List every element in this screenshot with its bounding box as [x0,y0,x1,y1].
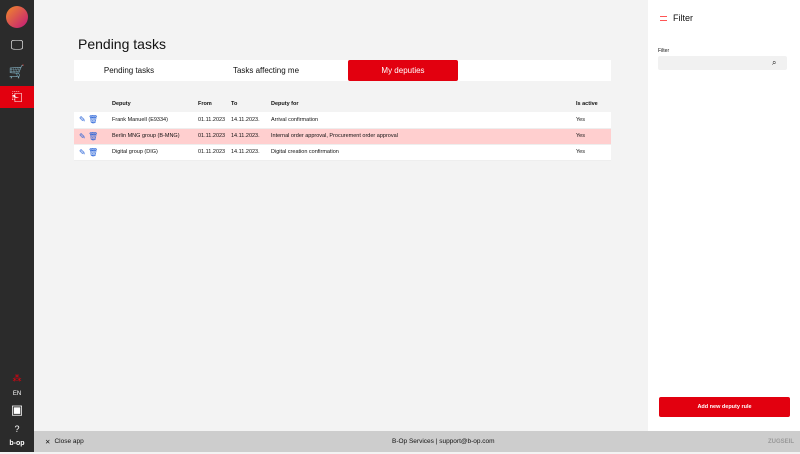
search-icon[interactable]: ⌕ [772,58,777,67]
delete-icon[interactable]: 🗑 [87,147,99,157]
filter-title: Filter [673,13,693,23]
close-icon: ✕ [45,438,51,446]
org-icon[interactable]: ⁂ [12,372,22,383]
table-header: Deputy From To Deputy for Is active [74,96,611,112]
table-row[interactable]: ✎ 🗑 Digital group (DIG) 01.11.2023 14.11… [74,144,611,161]
main-content: Pending tasks Pending tasks Tasks affect… [34,0,648,431]
is-active-cell: Yes [576,112,611,129]
tab-tasks-affecting-me[interactable]: Tasks affecting me [232,66,300,75]
deputy-cell: Frank Manuell (E9334) [112,112,198,129]
table-row[interactable]: ✎ 🗑 Berlin MNG group (B-MNG) 01.11.2023 … [74,128,611,145]
language-selector[interactable]: EN [12,391,22,397]
edit-icon[interactable]: ✎ [79,115,86,125]
col-to: To [231,101,238,107]
menu-icon[interactable] [660,15,667,21]
deputy-for-cell: Internal order approval, Procurement ord… [271,128,576,145]
edit-icon[interactable]: ✎ [79,147,86,157]
monitor-icon[interactable]: 🖵 [10,37,24,52]
delete-icon[interactable]: 🗑 [87,115,99,125]
tab-pending-tasks[interactable]: Pending tasks [103,66,155,75]
user-icon[interactable]: ▣ [10,402,24,417]
zugseil-logo: ZUGSEIL [767,438,794,445]
to-cell: 14.11.2023. [231,144,271,161]
col-is-active: Is active [576,101,598,107]
col-from: From [198,101,212,107]
footer-services: B-Op Services | support@b-op.com [392,438,495,445]
bop-logo: b-op [9,439,25,447]
deputy-cell: Berlin MNG group (B-MNG) [112,128,198,145]
help-icon[interactable]: ? [14,424,20,434]
filter-label: Filter [658,48,670,54]
add-deputy-rule-button[interactable]: Add new deputy rule [659,397,790,417]
to-cell: 14.11.2023. [231,128,271,145]
deputy-for-cell: Digital creation confirmation [271,144,576,161]
col-deputy-for: Deputy for [271,101,299,107]
filter-header: Filter [660,13,693,23]
table-row[interactable]: ✎ 🗑 Frank Manuell (E9334) 01.11.2023 14.… [74,112,611,129]
close-app-label: Close app [54,437,84,445]
is-active-cell: Yes [576,128,611,145]
deputies-table: Deputy From To Deputy for Is active ✎ 🗑 … [74,96,611,161]
tab-my-deputies[interactable]: My deputies [348,60,458,81]
delete-icon[interactable]: 🗑 [87,131,99,141]
page-title: Pending tasks [78,36,166,52]
close-app-button[interactable]: ✕ Close app [45,438,84,446]
tab-bar: Pending tasks Tasks affecting me My depu… [74,60,611,81]
footer: ✕ Close app B-Op Services | support@b-op.… [34,431,800,452]
deputy-for-cell: Arrival confirmation [271,112,576,129]
app-logo [6,6,28,28]
edit-icon[interactable]: ✎ [79,131,86,141]
deputy-cell: Digital group (DIG) [112,144,198,161]
from-cell: 01.11.2023 [198,128,231,145]
is-active-cell: Yes [576,144,611,161]
sidebar: 🖵 🛒 ⎗ ⁂ EN ▣ ? b-op [0,0,34,452]
cart-icon[interactable]: 🛒 [8,64,26,79]
to-cell: 14.11.2023. [231,112,271,129]
deputy-icon[interactable]: ⎗ [0,86,34,108]
col-deputy: Deputy [112,101,131,107]
filter-panel: Filter Filter ⌕ Add new deputy rule [648,0,800,431]
from-cell: 01.11.2023 [198,144,231,161]
filter-input[interactable] [658,56,787,70]
from-cell: 01.11.2023 [198,112,231,129]
